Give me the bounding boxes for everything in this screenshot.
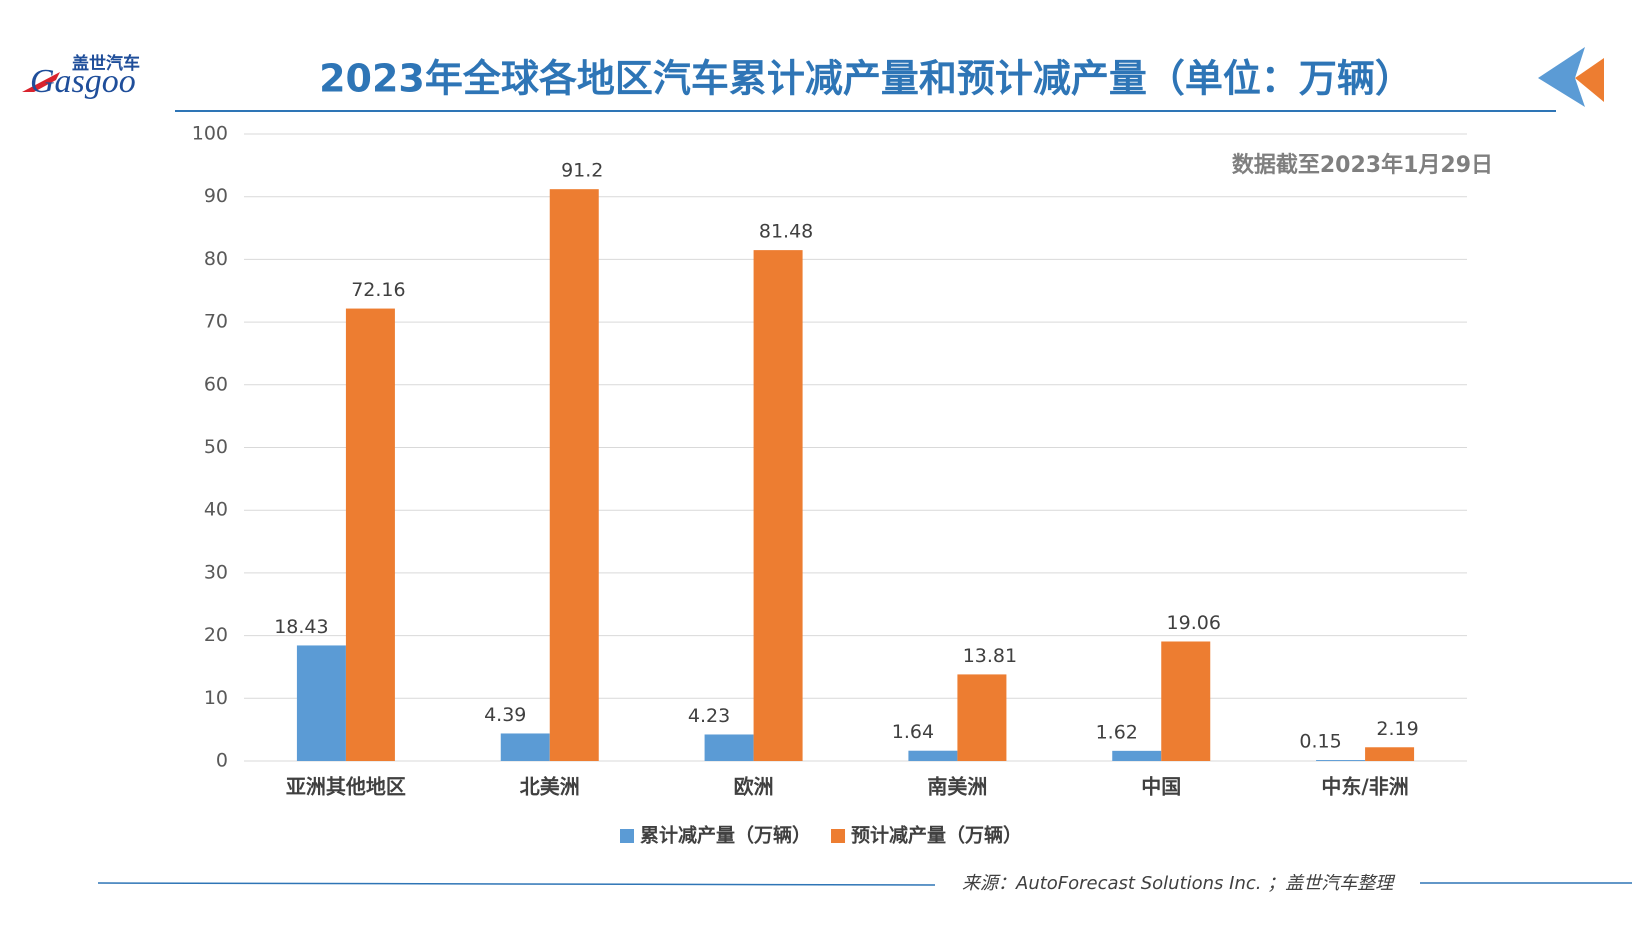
data-label: 13.81	[963, 645, 1017, 667]
bar	[1316, 760, 1366, 761]
data-label: 4.23	[688, 705, 730, 727]
data-label: 91.2	[561, 160, 603, 182]
bar	[753, 250, 803, 761]
y-tick-label: 10	[204, 687, 228, 709]
legend-swatch	[620, 829, 634, 843]
y-tick-label: 40	[204, 499, 228, 521]
logo: 盖世汽车 Gasgoo	[22, 53, 140, 100]
x-tick-label: 欧洲	[734, 775, 774, 799]
bar	[345, 308, 395, 761]
logo-name: 盖世汽车	[72, 53, 140, 74]
source: 来源：AutoForecast Solutions Inc. ；盖世汽车整理	[962, 873, 1396, 894]
y-tick-label: 50	[204, 436, 228, 458]
logo-swoosh	[22, 72, 60, 92]
data-label: 2.19	[1376, 718, 1418, 740]
legend-label: 累计减产量（万辆）	[640, 824, 811, 847]
y-tick-label: 60	[204, 373, 228, 395]
x-tick-label: 南美洲	[927, 775, 987, 799]
data-label: 19.06	[1167, 612, 1221, 634]
y-tick-label: 20	[204, 624, 228, 646]
bar	[549, 189, 599, 761]
data-label: 18.43	[274, 616, 328, 638]
bar	[1161, 641, 1211, 761]
logo-brand: Gasgoo	[30, 63, 136, 100]
data-label: 81.48	[759, 221, 813, 243]
x-tick-label: 中东/非洲	[1321, 775, 1408, 799]
data-label: 1.62	[1096, 721, 1138, 743]
y-tick-label: 30	[204, 561, 228, 583]
y-tick-label: 90	[204, 185, 228, 207]
x-tick-label: 北美洲	[520, 775, 580, 799]
y-tick-label: 0	[216, 750, 228, 772]
data-label: 4.39	[484, 704, 526, 726]
data-label: 72.16	[351, 279, 405, 301]
footer-rule	[97, 882, 936, 886]
bar	[1365, 747, 1415, 761]
y-tick-label: 70	[204, 311, 228, 333]
legend-label: 预计减产量（万辆）	[851, 824, 1022, 847]
arrow-decor	[1538, 47, 1604, 107]
note: 数据截至2023年1月29日	[1232, 152, 1493, 178]
bar	[296, 645, 346, 761]
bar	[957, 674, 1007, 761]
bar	[704, 734, 754, 761]
legend-swatch	[831, 829, 846, 843]
data-label: 0.15	[1299, 731, 1341, 753]
bar	[908, 750, 958, 761]
arrow-orange	[1575, 58, 1604, 102]
x-tick-label: 中国	[1141, 775, 1181, 799]
data-label: 1.64	[892, 721, 934, 743]
y-tick-label: 80	[204, 248, 228, 270]
x-tick-label: 亚洲其他地区	[286, 775, 406, 799]
arrow-blue	[1538, 47, 1585, 107]
y-tick-label: 100	[192, 123, 228, 145]
bar	[500, 733, 550, 761]
chart-title: 2023年全球各地区汽车累计减产量和预计减产量（单位：万辆）	[319, 57, 1413, 101]
bar	[1112, 750, 1162, 761]
